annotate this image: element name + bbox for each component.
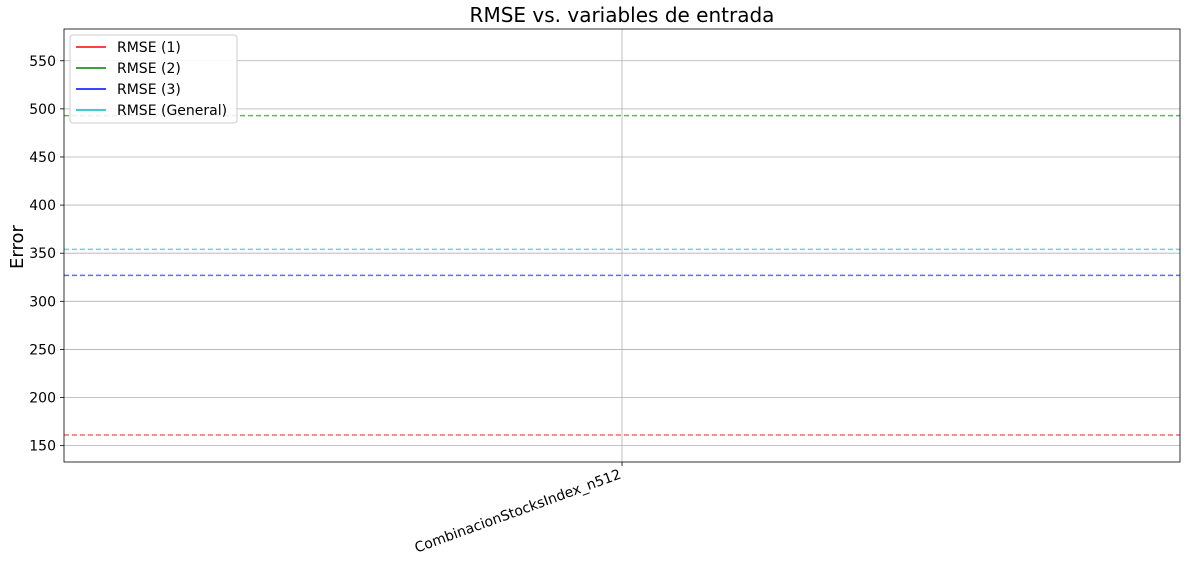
y-tick-label: 550 xyxy=(29,54,56,70)
axis-ticks: 150 200 250 300 350 400 450 500 550 CombinacionSt… xyxy=(29,54,623,557)
chart-title: RMSE vs. variables de entrada xyxy=(470,3,775,27)
y-tick-label: 200 xyxy=(29,391,56,407)
legend-label: RMSE (General) xyxy=(117,103,227,119)
y-tick-label: 300 xyxy=(29,294,56,310)
y-tick-label: 350 xyxy=(29,246,56,262)
y-tick-label: 250 xyxy=(29,342,56,358)
series-lines xyxy=(64,114,1180,436)
legend-label: RMSE (2) xyxy=(117,61,181,77)
y-axis-label: Error xyxy=(7,224,28,268)
y-tick-label: 150 xyxy=(29,439,56,455)
legend-label: RMSE (1) xyxy=(117,40,181,56)
legend-box xyxy=(69,34,238,124)
y-tick-label: 500 xyxy=(29,102,56,118)
grid xyxy=(64,29,1180,462)
y-tick-label: 400 xyxy=(29,198,56,214)
x-tick-label: CombinacionStocksIndex_n512 xyxy=(413,467,624,557)
legend-label: RMSE (3) xyxy=(117,82,181,98)
legend: RMSE (1) RMSE (2) RMSE (3) RMSE (General) xyxy=(69,34,238,124)
y-tick-label: 450 xyxy=(29,150,56,166)
